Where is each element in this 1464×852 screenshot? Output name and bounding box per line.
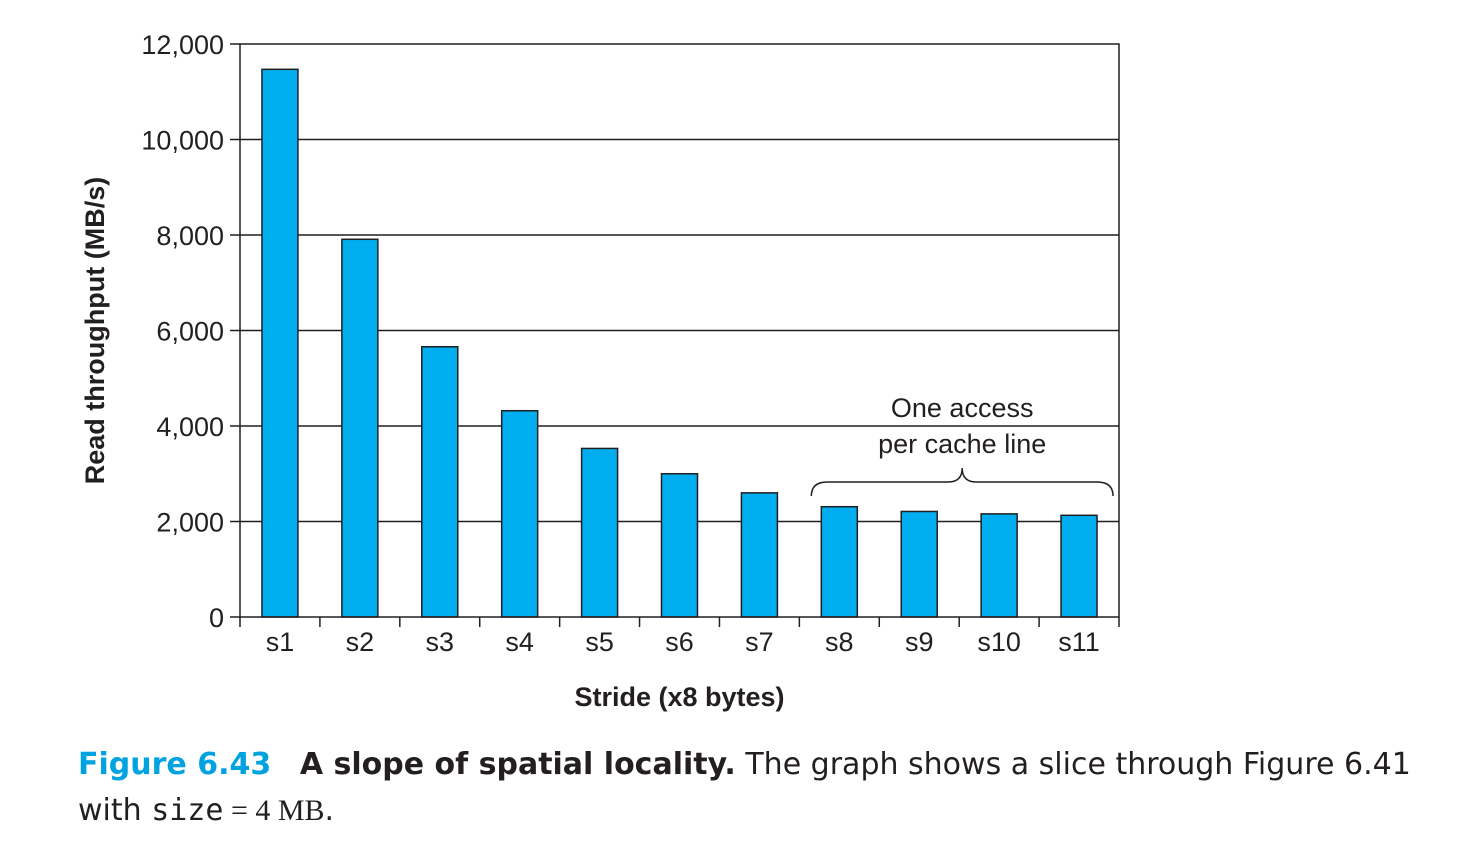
bar-s4 — [500, 409, 539, 618]
curly-brace — [810, 467, 1114, 497]
x-tick-label: s8 — [825, 627, 854, 657]
y-tick-label: 2,000 — [156, 508, 224, 538]
bar-s11 — [1060, 514, 1098, 618]
y-tick-label: 0 — [209, 603, 224, 633]
bar-s5 — [580, 447, 619, 618]
bar-s6 — [660, 473, 699, 618]
x-tick-label: s10 — [977, 627, 1021, 657]
bar-s2 — [341, 238, 379, 618]
caption-value: 4 MB — [255, 794, 325, 827]
bars — [261, 68, 1098, 618]
y-tick-label: 8,000 — [156, 221, 224, 251]
y-tick-label: 6,000 — [156, 317, 224, 347]
figure-number: Figure 6.43 — [78, 747, 272, 782]
x-tick-label: s5 — [585, 627, 614, 657]
bar-s8 — [820, 505, 859, 618]
bar-s1 — [261, 68, 299, 618]
x-axis-title: Stride (x8 bytes) — [574, 682, 784, 712]
caption-text: The graph shows a slice through Figure 6… — [735, 747, 1411, 782]
caption-suffix: . — [324, 793, 335, 828]
caption-equals: = — [223, 794, 256, 827]
x-tick-label: s2 — [346, 627, 375, 657]
x-axis-ticks: s1 s2 s3 s4 s5 s6 s7 s8 s9 s10 s11 — [239, 617, 1120, 657]
y-tick-label: 4,000 — [156, 412, 224, 442]
x-tick-label: s6 — [665, 627, 694, 657]
annotation-line-2: per cache line — [878, 429, 1046, 459]
x-tick-label: s4 — [505, 627, 534, 657]
bar-s3 — [421, 345, 459, 618]
caption-line2-prefix: with — [78, 793, 152, 828]
y-tick-label: 12,000 — [141, 30, 224, 60]
bar-s10 — [980, 513, 1018, 618]
bar-chart: 0 2,000 4,000 6,000 8,000 10,000 12,000 s1 s2 s3… — [80, 30, 1120, 712]
y-axis-title: Read throughput (MB/s) — [80, 177, 110, 484]
figure-title: A slope of spatial locality. — [299, 747, 736, 782]
x-tick-label: s3 — [426, 627, 455, 657]
x-tick-label: s7 — [745, 627, 774, 657]
y-axis-ticks: 0 2,000 4,000 6,000 8,000 10,000 12,000 — [141, 30, 240, 633]
x-tick-label: s1 — [266, 627, 295, 657]
figure-caption: Figure 6.43 A slope of spatial locality.… — [78, 742, 1458, 834]
bar-s9 — [900, 510, 938, 618]
caption-code: size — [151, 793, 224, 828]
bar-s7 — [740, 492, 779, 618]
cache-line-annotation: One access per cache line — [810, 393, 1114, 497]
y-tick-label: 10,000 — [141, 126, 224, 156]
annotation-line-1: One access — [891, 393, 1034, 423]
x-tick-label: s11 — [1058, 627, 1100, 657]
gridlines — [240, 138, 1119, 523]
x-tick-label: s9 — [905, 627, 934, 657]
